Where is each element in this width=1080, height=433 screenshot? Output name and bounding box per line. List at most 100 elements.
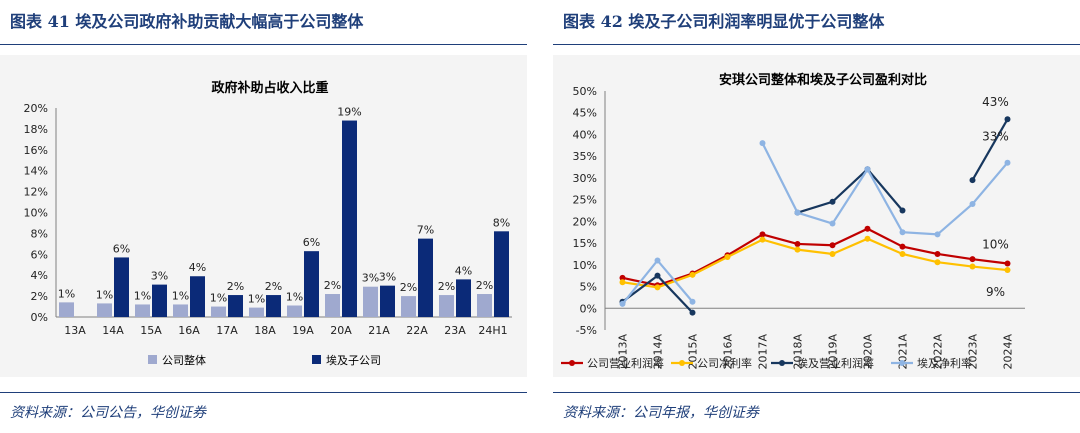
bar-data-label: 2% — [438, 280, 455, 293]
series-point-0 — [1004, 260, 1011, 267]
series-point-3 — [934, 231, 941, 238]
series-point-3 — [689, 298, 696, 305]
x-tick-label: 2013A — [617, 334, 630, 370]
bar-egypt — [494, 231, 509, 317]
y-tick-label: 45% — [573, 107, 597, 120]
y-tick-label: 40% — [573, 128, 597, 141]
bar-egypt — [266, 295, 281, 317]
series-point-0 — [864, 225, 871, 232]
bar-data-label: 4% — [189, 261, 206, 274]
legend-swatch-company — [148, 355, 157, 364]
series-point-2 — [1004, 116, 1011, 123]
series-point-3 — [969, 200, 976, 207]
source-divider — [0, 392, 527, 393]
x-tick-label: 13A — [64, 324, 86, 337]
bar-company — [211, 306, 226, 317]
bar-egypt — [190, 276, 205, 317]
series-point-1 — [1004, 267, 1011, 274]
bar-data-label: 8% — [493, 216, 510, 229]
legend-label: 埃及净利率 — [917, 356, 972, 370]
x-tick-label: 2015A — [687, 334, 700, 370]
bar-data-label: 3% — [379, 271, 396, 284]
series-point-1 — [969, 263, 976, 270]
y-tick-label: -5% — [576, 324, 597, 337]
bar-data-label: 2% — [476, 279, 493, 292]
bar-data-label: 1% — [172, 289, 189, 302]
series-point-3 — [794, 209, 801, 216]
series-point-1 — [654, 284, 661, 291]
legend-marker — [899, 360, 905, 366]
end-value-label: 43% — [982, 95, 1009, 109]
y-tick-label: 0% — [580, 302, 597, 315]
legend-label-company: 公司整体 — [162, 353, 206, 367]
x-tick-label: 2016A — [722, 334, 735, 370]
y-tick-label: 10% — [24, 207, 48, 220]
x-tick-label: 21A — [368, 324, 390, 337]
x-tick-label: 23A — [444, 324, 466, 337]
series-point-0 — [899, 243, 906, 250]
bar-series: 1% 1%6%1%3%1%4%1%2%1%2%1%6%2%19%3% 3%2%7%2… — [58, 106, 510, 317]
series-point-0 — [969, 256, 976, 263]
series-point-3 — [654, 257, 661, 264]
title-divider — [0, 44, 527, 45]
series-line-1 — [622, 237, 1008, 289]
x-tick-label: 24H1 — [478, 324, 507, 337]
bar-data-label: 1% — [248, 293, 265, 306]
line-chart-title: 安琪公司整体和埃及子公司盈利对比 — [719, 72, 927, 88]
y-tick-label: 2% — [31, 290, 48, 303]
legend-marker — [569, 360, 575, 366]
y-tick-label: 50% — [573, 85, 597, 98]
bar-data-label: 2% — [227, 280, 244, 293]
series-point-3 — [864, 166, 871, 173]
x-tick-label: 2019A — [827, 334, 840, 370]
legend-label: 公司净利率 — [697, 356, 752, 370]
series-point-1 — [724, 253, 731, 260]
y-tick-label: 35% — [573, 150, 597, 163]
legend-marker — [779, 360, 785, 366]
y-tick-label: 4% — [31, 269, 48, 282]
series-point-2 — [654, 272, 661, 279]
series-point-0 — [794, 240, 801, 247]
x-tick-label: 2017A — [757, 334, 770, 370]
bar-egypt — [342, 120, 357, 317]
y-tick-label: 6% — [31, 248, 48, 261]
bar-data-label: 2% — [324, 279, 341, 292]
bar-company — [249, 307, 264, 317]
bar-chart-title: 政府补助占收入比重 — [211, 80, 328, 96]
bar-company — [477, 294, 492, 317]
bar-data-label: 1% — [286, 291, 303, 304]
series-point-0 — [759, 231, 766, 238]
y-tick-label: 25% — [573, 194, 597, 207]
series-point-0 — [619, 274, 626, 281]
bar-egypt — [380, 285, 395, 317]
x-tick-label: 22A — [406, 324, 428, 337]
series-point-1 — [864, 235, 871, 242]
source-note: 资料来源：公司公告，华创证券 — [10, 405, 206, 421]
y-tick-label: 5% — [580, 281, 597, 294]
y-tick-label: 8% — [31, 227, 48, 240]
x-tick-label: 2018A — [792, 334, 805, 370]
bar-company — [59, 302, 74, 317]
bar-company — [363, 286, 378, 317]
bar-data-label: 4% — [455, 264, 472, 277]
y-tick-label: 15% — [573, 237, 597, 250]
x-tick-label: 2014A — [652, 334, 665, 370]
end-value-label: 33% — [982, 130, 1009, 144]
series-line-3 — [761, 142, 1009, 236]
x-tick-label: 2022A — [932, 334, 945, 370]
y-tick-label: 18% — [24, 123, 48, 136]
x-tick-label: 20A — [330, 324, 352, 337]
x-tick-label: 2020A — [862, 334, 875, 370]
series-point-3 — [899, 229, 906, 236]
series-point-0 — [829, 242, 836, 249]
end-value-label: 10% — [982, 238, 1009, 252]
bar-egypt — [152, 284, 167, 317]
x-tick-label: 19A — [292, 324, 314, 337]
y-tick-label: 20% — [573, 215, 597, 228]
legend-label: 埃及营业利润率 — [797, 356, 874, 370]
x-tick-label: 14A — [102, 324, 124, 337]
series-point-3 — [829, 220, 836, 227]
line-y-axis: -5% 0% 5% 10% 15% 20% 25% 30% 35% 40% 45% 50% — [573, 85, 606, 337]
bar-data-label: 19% — [337, 106, 361, 119]
line-chart-area: 安琪公司整体和埃及子公司盈利对比 -5% 0% 5% 10% 15% 20% 25% 30% 3… — [553, 55, 1080, 377]
